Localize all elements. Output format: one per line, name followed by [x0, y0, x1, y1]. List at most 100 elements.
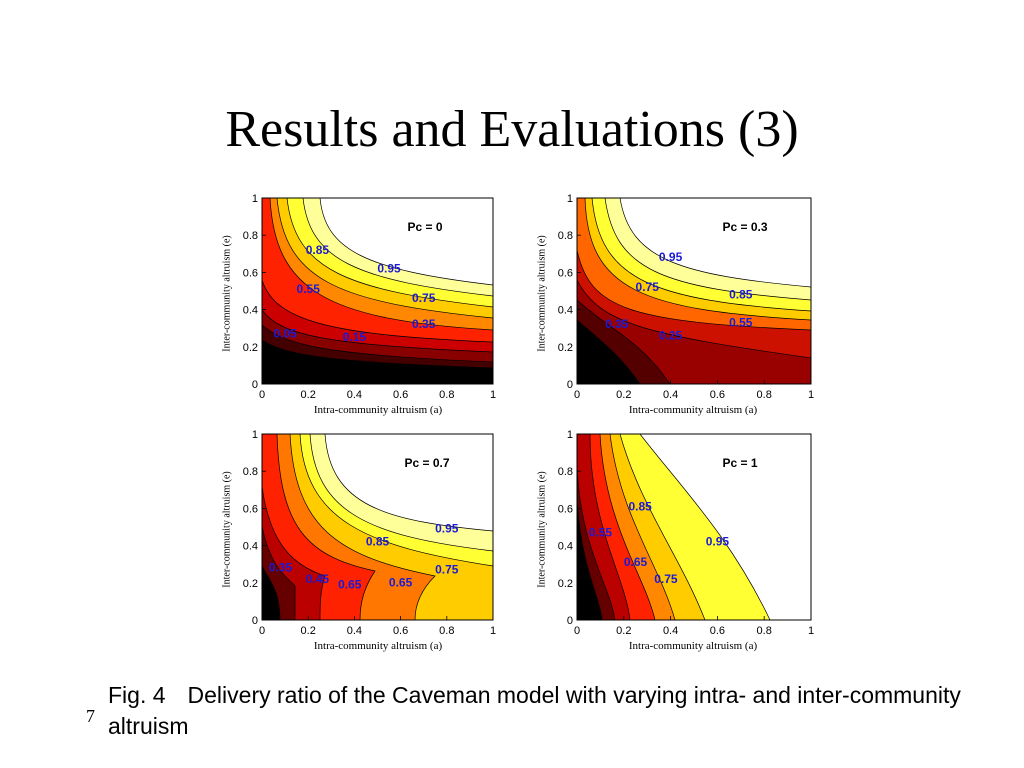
- x-tick-label: 0: [574, 389, 580, 401]
- y-tick-label: 0.8: [243, 466, 258, 478]
- y-tick-label: 1: [567, 193, 573, 205]
- x-axis-ticks: 0 0.2 0.4 0.6 0.8 1: [259, 616, 496, 637]
- y-tick-label: 0.6: [243, 503, 258, 515]
- contour-chart-1: 0 0.2 0.4 0.6 0.8 1 0 0.2 0.4 0.6 0.8 1 Pc = 0 0.8…: [243, 193, 496, 401]
- y-axis-label-3: Inter-community altruism (e): [221, 471, 233, 588]
- x-axis-label-2: Intra-community altruism (a): [628, 404, 758, 416]
- x-tick-label: 0: [574, 625, 580, 637]
- y-tick-label: 0.2: [243, 342, 258, 354]
- y-tick-label: 0.8: [558, 230, 573, 242]
- x-axis-label-4: Intra-community altruism (a): [628, 640, 758, 652]
- plot-frame: [576, 433, 812, 621]
- plot-frame: [261, 197, 494, 385]
- x-tick-label: 1: [490, 389, 496, 401]
- y-tick-label: 1: [567, 429, 573, 441]
- y-tick-label: 0.6: [558, 503, 573, 515]
- y-tick-label: 0: [567, 379, 573, 391]
- x-tick-label: 0.8: [439, 389, 454, 401]
- contour-label: 0.35: [412, 317, 436, 331]
- contour-label: 0.75: [412, 291, 436, 305]
- x-tick-label: 0.2: [616, 389, 631, 401]
- x-tick-label: 0.6: [710, 389, 725, 401]
- contour-chart-2: 0 0.2 0.4 0.6 0.8 1 0 0.2 0.4 0.6 0.8 1 Pc = 0.3 0…: [558, 193, 814, 401]
- contour-labels: 0.85 0.95 0.55 0.65 0.75: [589, 499, 730, 586]
- x-tick-label: 0.4: [663, 389, 678, 401]
- slide-title: Results and Evaluations (3): [225, 101, 799, 158]
- plot-title: Pc = 0.7: [404, 456, 449, 470]
- y-tick-label: 0.6: [243, 267, 258, 279]
- y-tick-label: 0.8: [558, 466, 573, 478]
- contour-labels: 0.95 0.75 0.85 0.35 0.55 0.25: [605, 250, 753, 342]
- x-tick-label: 1: [490, 625, 496, 637]
- y-tick-label: 0.2: [558, 578, 573, 590]
- contour-label: 0.35: [605, 317, 629, 331]
- contour-plot-pc1: 0 0.2 0.4 0.6 0.8 1 0 0.2 0.4 0.6 0.8 1 Pc = 1 0.8…: [530, 426, 860, 656]
- y-axis-ticks: 0 0.2 0.4 0.6 0.8 1: [558, 193, 581, 391]
- x-tick-label: 0.6: [393, 389, 408, 401]
- y-axis-label-2: Inter-community altruism (e): [536, 235, 548, 352]
- x-tick-label: 0.4: [663, 625, 678, 637]
- y-tick-label: 0.8: [243, 230, 258, 242]
- plot-frame: [261, 433, 494, 621]
- y-tick-label: 0.2: [243, 578, 258, 590]
- x-tick-label: 0.6: [710, 625, 725, 637]
- contour-plot-pc03: 0 0.2 0.4 0.6 0.8 1 0 0.2 0.4 0.6 0.8 1 Pc = 0.3 0…: [530, 190, 860, 420]
- caption-text: Delivery ratio of the Caveman model with…: [108, 682, 961, 739]
- contour-label: 0.15: [343, 330, 367, 344]
- x-tick-label: 1: [808, 389, 814, 401]
- x-tick-label: 0.2: [616, 625, 631, 637]
- x-tick-label: 1: [808, 625, 814, 637]
- x-tick-label: 0.8: [439, 625, 454, 637]
- contour-label: 0.45: [306, 572, 330, 586]
- contour-label: 0.85: [366, 535, 390, 549]
- y-tick-label: 0.2: [558, 342, 573, 354]
- contour-label: 0.65: [389, 576, 413, 590]
- contour-label: 0.55: [297, 282, 321, 296]
- x-tick-label: 0.8: [757, 389, 772, 401]
- x-axis-ticks: 0 0.2 0.4 0.6 0.8 1: [259, 380, 496, 401]
- contour-labels: 0.95 0.85 0.75 0.35 0.45 0.65 0.65: [269, 522, 459, 592]
- contour-label: 0.95: [377, 261, 401, 275]
- y-tick-label: 1: [252, 429, 258, 441]
- contour-label: 0.75: [435, 563, 459, 577]
- plot-title: Pc = 0: [407, 220, 442, 234]
- x-tick-label: 0.2: [301, 389, 316, 401]
- y-tick-label: 0: [567, 615, 573, 627]
- contour-label: 0.95: [706, 535, 730, 549]
- contour-plot-pc07: 0 0.2 0.4 0.6 0.8 1 0 0.2 0.4 0.6 0.8 1 Pc = 0.7 0…: [215, 426, 545, 656]
- y-axis-label-4: Inter-community altruism (e): [536, 471, 548, 588]
- contour-labels: 0.85 0.95 0.55 0.75 0.35 0.05 0.15: [273, 243, 435, 344]
- contour-label: 0.85: [306, 243, 330, 257]
- plot-title: Pc = 0.3: [722, 220, 767, 234]
- contour-chart-4: 0 0.2 0.4 0.6 0.8 1 0 0.2 0.4 0.6 0.8 1 Pc = 1 0.8…: [558, 429, 814, 637]
- x-tick-label: 0: [259, 389, 265, 401]
- contour-plot-pc0: 0 0.2 0.4 0.6 0.8 1 0 0.2 0.4 0.6 0.8 1 Pc = 0 0.8…: [215, 190, 545, 420]
- plot-frame: [576, 197, 812, 385]
- y-axis-ticks: 0 0.2 0.4 0.6 0.8 1: [558, 429, 581, 627]
- y-axis-ticks: 0 0.2 0.4 0.6 0.8 1: [243, 429, 266, 627]
- contour-label: 0.35: [269, 561, 293, 575]
- contour-label: 0.75: [654, 572, 678, 586]
- x-axis-label-3: Intra-community altruism (a): [313, 640, 443, 652]
- y-tick-label: 0: [252, 615, 258, 627]
- caption-prefix: Fig. 4: [108, 682, 166, 708]
- y-tick-label: 0.4: [243, 305, 258, 317]
- x-tick-label: 0.2: [301, 625, 316, 637]
- y-tick-label: 0.4: [243, 541, 258, 553]
- contour-label: 0.55: [729, 315, 753, 329]
- y-axis-ticks: 0 0.2 0.4 0.6 0.8 1: [243, 193, 266, 391]
- y-tick-label: 0.6: [558, 267, 573, 279]
- x-tick-label: 0.8: [757, 625, 772, 637]
- y-axis-label-1: Inter-community altruism (e): [221, 235, 233, 352]
- plot-title: Pc = 1: [722, 456, 757, 470]
- contour-label: 0.05: [273, 327, 297, 341]
- x-tick-label: 0.4: [347, 389, 362, 401]
- contour-label: 0.85: [729, 287, 753, 301]
- x-axis-label-1: Intra-community altruism (a): [313, 404, 443, 416]
- contour-label: 0.55: [589, 525, 613, 539]
- figure-caption: Fig. 4 Delivery ratio of the Caveman mode…: [108, 680, 988, 742]
- contour-label: 0.65: [624, 555, 648, 569]
- y-tick-label: 0: [252, 379, 258, 391]
- x-tick-label: 0.4: [347, 625, 362, 637]
- x-axis-ticks: 0 0.2 0.4 0.6 0.8 1: [574, 380, 814, 401]
